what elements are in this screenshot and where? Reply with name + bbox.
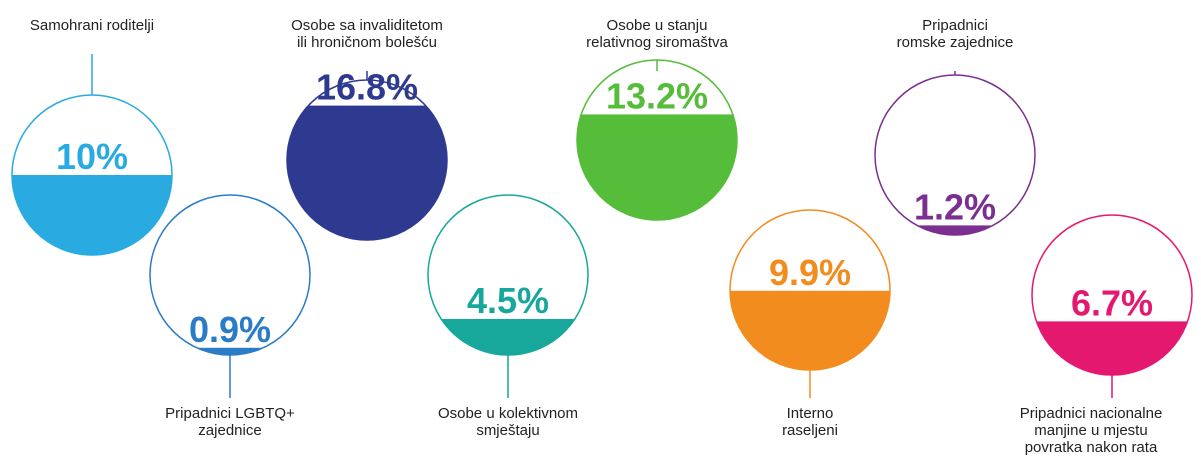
value-label: 0.9% [189,309,271,350]
value-label: 4.5% [467,280,549,321]
circle-fill [150,347,310,355]
circle-fill [1032,321,1192,375]
category-label: Pripadnici nacionalne manjine u mjestu p… [1019,405,1163,456]
category-label: Osobe sa invaliditetom ili hroničnom bol… [291,17,443,51]
category-label: Osobe u kolektivnom smještaju [437,405,579,439]
value-label: 6.7% [1071,282,1153,323]
category-label: Pripadnici LGBTQ+ zajednice [165,405,295,439]
value-label: 9.9% [769,252,851,293]
circle-fill [287,105,447,240]
circle-fill [428,319,588,355]
circle-fill [730,290,890,370]
category-label: Osobe u stanju relativnog siromaštva [586,17,728,51]
value-label: 13.2% [606,75,708,116]
circle-fill [12,175,172,255]
category-label: Samohrani roditelji [29,17,155,34]
circle-fill [577,114,737,220]
circle-fill [875,225,1035,235]
value-label: 1.2% [914,186,996,227]
value-label: 10% [56,136,128,177]
category-label: Pripadnici romske zajednice [896,17,1014,51]
category-label: Interno raseljeni [782,405,838,439]
